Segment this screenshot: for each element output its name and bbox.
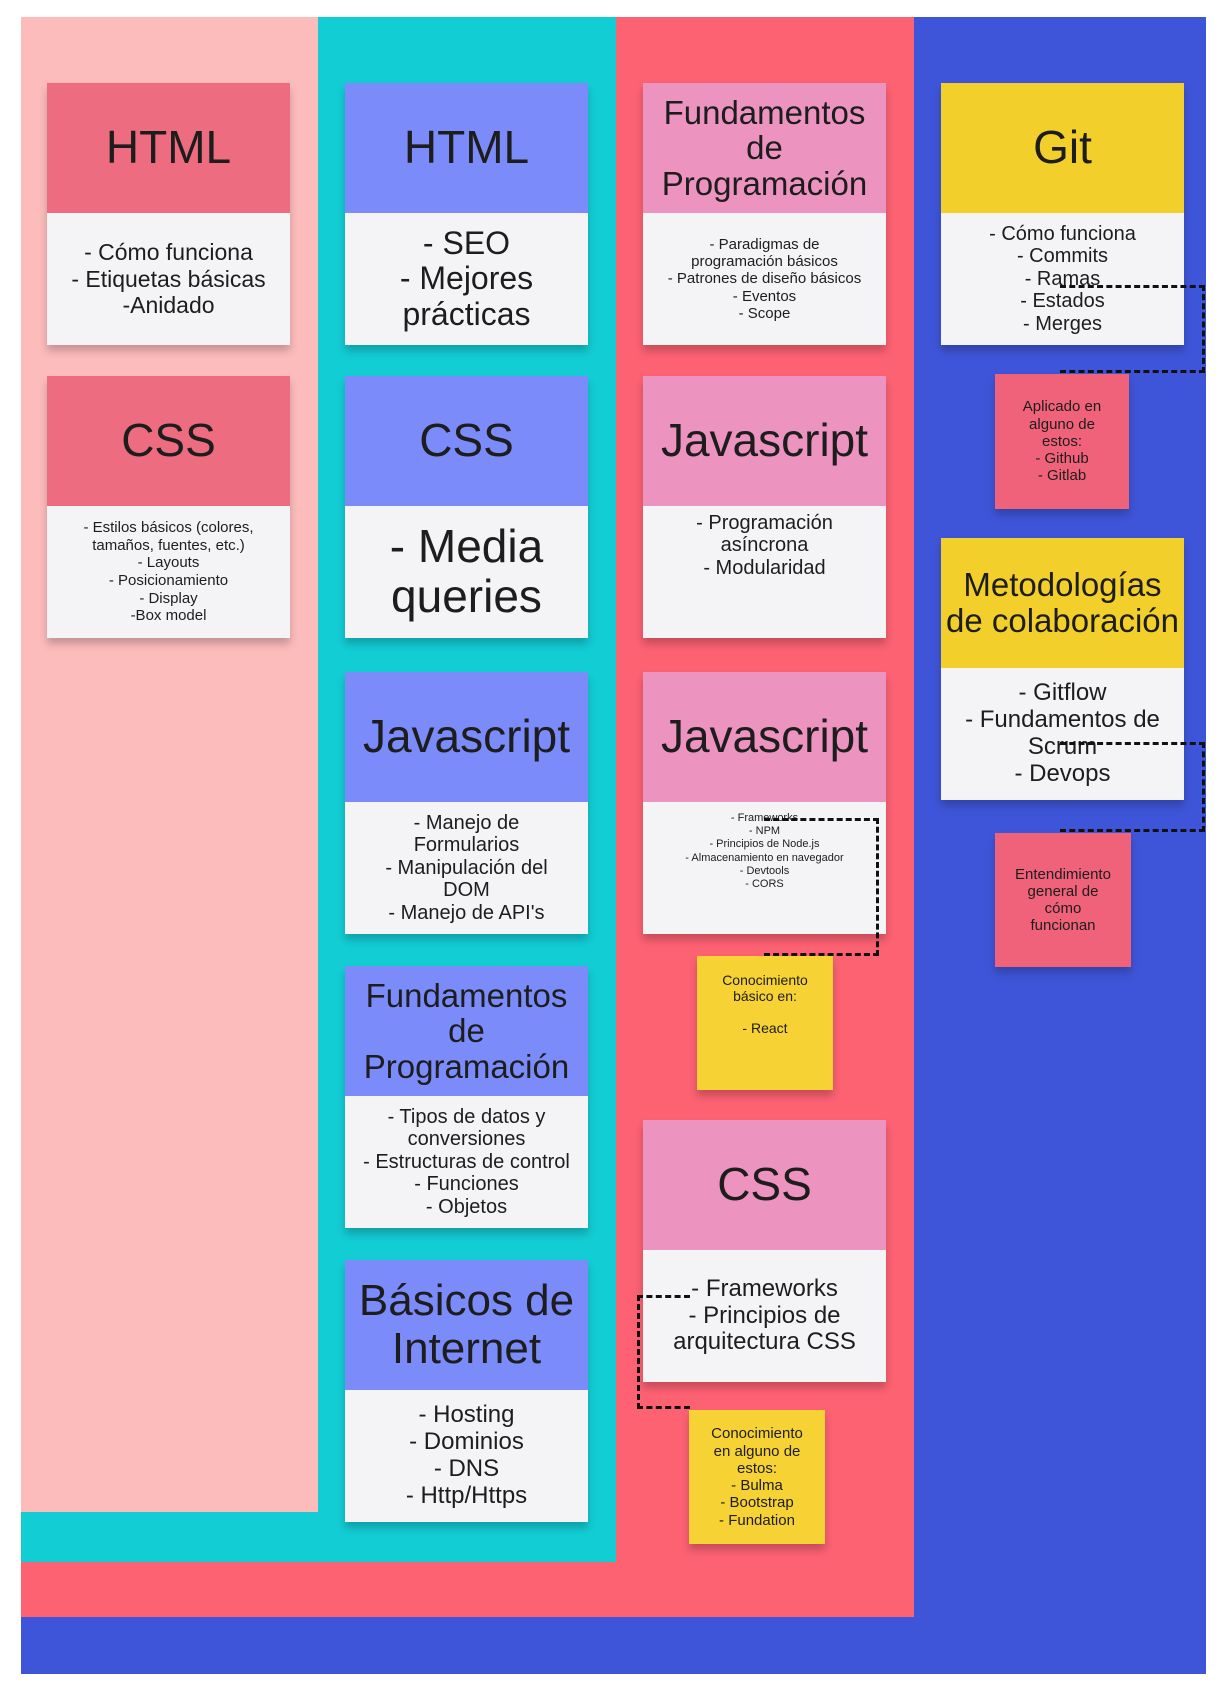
card-internet-basics: Básicos de Internet - Hosting - Dominios…	[345, 1260, 588, 1522]
dashed-connector-git	[1060, 285, 1205, 373]
card-title: Metodologías de colaboración	[941, 538, 1184, 668]
note-methodology-understanding: Entendimiento general de cómo funcionan	[995, 833, 1131, 967]
card-body: - SEO - Mejores prácticas	[345, 213, 588, 345]
note-git-platforms: Aplicado en alguno de estos: - Github - …	[995, 374, 1129, 509]
card-css-advanced: CSS - Frameworks - Principios de arquite…	[643, 1120, 886, 1382]
card-programming-fundamentals-intermediate: Fundamentos de Programación - Tipos de d…	[345, 966, 588, 1228]
card-title: Git	[941, 83, 1184, 213]
card-css-intermediate: CSS - Media queries	[345, 376, 588, 638]
card-body: - Gitflow - Fundamentos de Scrum - Devop…	[941, 668, 1184, 800]
dashed-connector-css	[637, 1295, 690, 1409]
card-title: Fundamentos de Programación	[643, 83, 886, 213]
card-title: Javascript	[345, 672, 588, 802]
card-body: - Hosting - Dominios - DNS - Http/Https	[345, 1390, 588, 1522]
card-body: - Tipos de datos y conversiones - Estruc…	[345, 1096, 588, 1228]
card-body: - Estilos básicos (colores, tamaños, fue…	[47, 506, 290, 638]
card-body: - Frameworks - NPM - Principios de Node.…	[643, 802, 886, 934]
card-title: CSS	[47, 376, 290, 506]
card-collaboration-methodologies: Metodologías de colaboración - Gitflow -…	[941, 538, 1184, 800]
card-title: Javascript	[643, 672, 886, 802]
card-title: CSS	[345, 376, 588, 506]
card-body: - Programación asíncrona - Modularidad	[643, 506, 886, 638]
card-css-basic: CSS - Estilos básicos (colores, tamaños,…	[47, 376, 290, 638]
card-git: Git - Cómo funciona - Commits - Ramas - …	[941, 83, 1184, 345]
card-title: Básicos de Internet	[345, 1260, 588, 1390]
card-programming-fundamentals-advanced: Fundamentos de Programación - Paradigmas…	[643, 83, 886, 345]
card-html-basic: HTML - Cómo funciona - Etiquetas básicas…	[47, 83, 290, 345]
card-title: Javascript	[643, 376, 886, 506]
dashed-connector-methodologies	[1060, 742, 1205, 832]
card-javascript-frameworks: Javascript - Frameworks - NPM - Principi…	[643, 672, 886, 934]
card-javascript-async: Javascript - Programación asíncrona - Mo…	[643, 376, 886, 638]
card-title: Fundamentos de Programación	[345, 966, 588, 1096]
dashed-connector-javascript	[764, 818, 879, 956]
card-body: - Cómo funciona - Etiquetas básicas -Ani…	[47, 213, 290, 345]
card-title: HTML	[47, 83, 290, 213]
card-body: - Paradigmas de programación básicos - P…	[643, 213, 886, 345]
note-react: Conocimiento básico en: - React	[697, 956, 833, 1090]
card-body: - Cómo funciona - Commits - Ramas - Esta…	[941, 213, 1184, 345]
note-css-frameworks: Conocimiento en alguno de estos: - Bulma…	[689, 1410, 825, 1544]
card-body: - Frameworks - Principios de arquitectur…	[643, 1250, 886, 1382]
card-javascript-intermediate: Javascript - Manejo de Formularios - Man…	[345, 672, 588, 934]
card-title: CSS	[643, 1120, 886, 1250]
card-body: - Manejo de Formularios - Manipulación d…	[345, 802, 588, 934]
card-body: - Media queries	[345, 506, 588, 638]
card-html-intermediate: HTML - SEO - Mejores prácticas	[345, 83, 588, 345]
card-title: HTML	[345, 83, 588, 213]
